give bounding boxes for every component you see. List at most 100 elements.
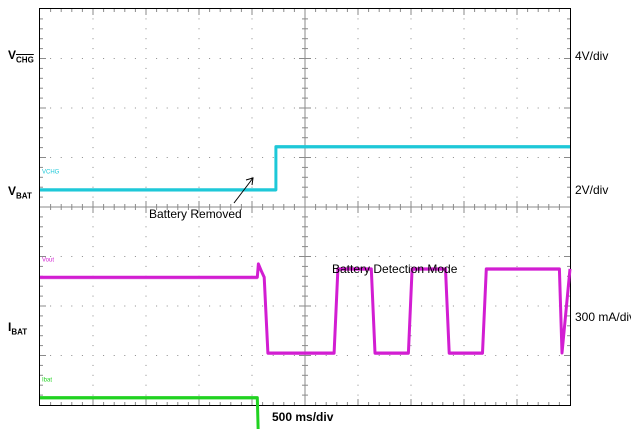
grid-dot (50, 355, 52, 356)
grid-dot (516, 275, 518, 277)
grid-dot (463, 58, 465, 59)
grid-dot (537, 355, 539, 356)
grid-dot (357, 374, 359, 376)
grid-dot (145, 117, 147, 119)
grid-dot (198, 305, 200, 307)
scale-ibat: 300 mA/div (575, 310, 631, 324)
grid-dot (251, 285, 253, 287)
grid-dot (431, 256, 433, 257)
grid-dot (251, 97, 253, 99)
grid-dot (219, 157, 221, 158)
grid-dot (71, 305, 73, 307)
grid-dot (378, 355, 380, 356)
grid-dot (357, 275, 359, 277)
grid-dot (209, 256, 211, 257)
grid-dot (421, 58, 423, 59)
grid-dot (463, 226, 465, 228)
grid-dot (272, 256, 274, 257)
grid-dot (71, 157, 73, 158)
grid-dot (145, 196, 147, 198)
grid-dot (558, 58, 560, 59)
grid-dot (410, 48, 412, 50)
grid-dot (516, 335, 518, 337)
grid-dot (410, 216, 412, 218)
grid-dot (463, 305, 465, 307)
grid-dot (357, 58, 359, 59)
grid-dot (421, 355, 423, 356)
grid-dot (346, 305, 348, 307)
grid-dot (145, 77, 147, 79)
grid-dot (145, 226, 147, 228)
grid-dot (495, 355, 497, 356)
grid-dot (357, 166, 359, 168)
grid-dot (378, 305, 380, 307)
grid-dot (389, 58, 391, 59)
grid-dot (527, 256, 529, 257)
grid-dot (399, 355, 401, 356)
grid-dot (262, 256, 264, 257)
grid-dot (262, 355, 264, 356)
grid-dot (516, 58, 518, 59)
grid-dot (516, 166, 518, 168)
grid-dot (50, 107, 52, 109)
grid-dot (410, 384, 412, 386)
grid-dot (251, 335, 253, 337)
grid-dot (251, 166, 253, 168)
grid-dot (357, 295, 359, 297)
grid-dot (548, 58, 550, 59)
grid-dot (251, 325, 253, 327)
grid-dot (113, 157, 115, 158)
grid-dot (516, 236, 518, 238)
grid-dot (60, 58, 62, 59)
grid-dot (92, 176, 94, 178)
grid-dot (452, 58, 454, 59)
grid-dot (219, 355, 221, 356)
grid-dot (198, 127, 200, 129)
grid-dot (198, 394, 200, 396)
grid-dot (134, 157, 136, 158)
grid-dot (442, 107, 444, 109)
grid-dot (505, 107, 507, 109)
grid-dot (124, 355, 126, 356)
grid-dot (410, 335, 412, 337)
grid-dot (113, 256, 115, 257)
grid-dot (198, 256, 200, 257)
grid-dot (463, 285, 465, 287)
grid-dot (389, 157, 391, 158)
grid-dot (230, 355, 232, 356)
grid-dot (60, 107, 62, 109)
grid-dot (251, 117, 253, 119)
grid-dot (357, 127, 359, 129)
grid-dot (283, 256, 285, 257)
grid-dot (103, 157, 105, 158)
graticule (40, 9, 570, 405)
grid-dot (145, 236, 147, 238)
grid-dot (346, 157, 348, 158)
grid-dot (463, 166, 465, 168)
grid-dot (357, 315, 359, 317)
grid-dot (198, 48, 200, 50)
grid-dot (463, 315, 465, 317)
grid-dot (548, 157, 550, 158)
grid-dot (463, 394, 465, 396)
grid-dot (410, 364, 412, 366)
grid-dot (92, 305, 94, 307)
grid-dot (452, 355, 454, 356)
grid-dot (463, 67, 465, 69)
grid-dot (463, 18, 465, 20)
grid-dot (92, 48, 94, 50)
grid-dot (198, 295, 200, 297)
grid-dot (92, 394, 94, 396)
grid-dot (463, 345, 465, 347)
grid-dot (516, 265, 518, 267)
grid-dot (92, 186, 94, 188)
grid-dot (537, 305, 539, 307)
grid-dot (145, 87, 147, 89)
grid-dot (516, 374, 518, 376)
grid-dot (325, 305, 327, 307)
grid-dot (357, 345, 359, 347)
grid-dot (558, 256, 560, 257)
grid-dot (516, 87, 518, 89)
grid-dot (92, 77, 94, 79)
grid-dot (145, 285, 147, 287)
